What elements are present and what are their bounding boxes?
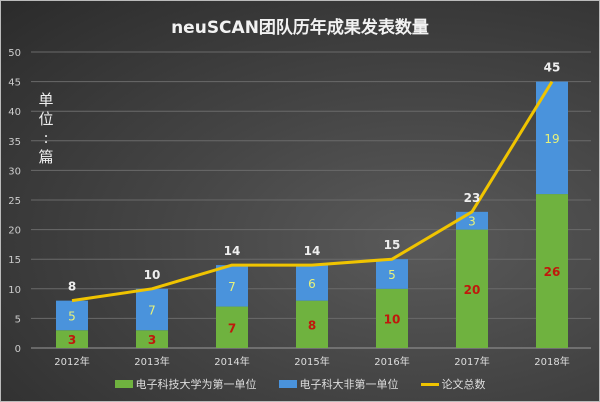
- x-tick-label: 2014年: [214, 355, 249, 368]
- line-data-label: 14: [224, 244, 241, 258]
- chart-title: neuSCAN团队历年成果发表数量: [171, 18, 429, 38]
- bar-segment: [216, 265, 248, 307]
- bar-data-label: 10: [384, 312, 401, 326]
- legend-item-first-unit: 电子科技大学为第一单位: [114, 376, 257, 392]
- legend-label: 论文总数: [441, 378, 486, 391]
- x-tick-label: 2013年: [134, 355, 169, 368]
- line-data-label: 23: [464, 191, 481, 205]
- bar-segment: [536, 194, 568, 348]
- x-tick-label: 2018年: [534, 355, 569, 368]
- y-tick-label: 15: [8, 255, 21, 266]
- bar-segment: [56, 300, 88, 331]
- bar-data-label: 5: [388, 268, 396, 282]
- bar-data-label: 3: [68, 333, 76, 347]
- y-axis-label: 单位:篇: [38, 91, 54, 166]
- y-tick-label: 45: [8, 78, 21, 89]
- y-tick-label: 5: [15, 314, 21, 325]
- y-tick-label: 40: [8, 107, 21, 118]
- y-tick-label: 20: [8, 226, 21, 237]
- legend-label: 电子科技大学为第一单位: [135, 378, 257, 391]
- bar-segment: [136, 330, 168, 348]
- line-data-label: 10: [144, 268, 161, 282]
- legend-swatch-line: [420, 382, 439, 386]
- bar-data-label: 3: [148, 333, 156, 347]
- bar-segment: [296, 300, 328, 348]
- bar-data-label: 5: [68, 309, 76, 323]
- y-tick-label: 25: [8, 196, 21, 207]
- total-line: [71, 80, 554, 303]
- line-data-label: 45: [544, 61, 561, 75]
- line-data-label: 14: [304, 244, 321, 258]
- legend-label: 电子科大非第一单位: [299, 378, 399, 391]
- bar-segment: [376, 259, 408, 289]
- bar-segment: [136, 288, 168, 331]
- y-tick-label: 30: [8, 166, 21, 177]
- legend-swatch-blue: [278, 380, 297, 388]
- x-tick-label: 2017年: [454, 355, 489, 368]
- line-data-label: 8: [68, 280, 76, 294]
- bar-data-label: 7: [228, 321, 236, 335]
- legend-item-non-first-unit: 电子科大非第一单位: [278, 376, 399, 392]
- bar-segment: [376, 288, 408, 348]
- bar-segment: [296, 265, 328, 301]
- y-tick-label: 0: [15, 344, 21, 355]
- y-tick-label: 35: [8, 137, 21, 148]
- legend: 电子科技大学为第一单位 电子科大非第一单位 论文总数: [1, 376, 599, 392]
- bar-data-label: 7: [228, 280, 236, 294]
- line-data-label: 15: [384, 238, 401, 252]
- bar-data-label: 3: [468, 215, 476, 229]
- bar-segment: [56, 330, 88, 348]
- bar-data-label: 19: [544, 132, 559, 146]
- x-tick-label: 2012年: [54, 355, 89, 368]
- bar-data-label: 8: [308, 318, 316, 332]
- y-tick-label: 10: [8, 285, 21, 296]
- x-tick-label: 2016年: [374, 355, 409, 368]
- legend-swatch-green: [114, 380, 133, 388]
- bar-data-label: 7: [148, 304, 156, 318]
- bar-segment: [216, 306, 248, 348]
- bar-data-label: 20: [464, 283, 481, 297]
- y-tick-label: 50: [8, 48, 21, 59]
- bar-data-label: 6: [308, 277, 316, 291]
- legend-item-total: 论文总数: [420, 376, 486, 392]
- bar-segment: [456, 229, 488, 348]
- x-tick-label: 2015年: [294, 355, 329, 368]
- bar-data-label: 26: [544, 265, 561, 279]
